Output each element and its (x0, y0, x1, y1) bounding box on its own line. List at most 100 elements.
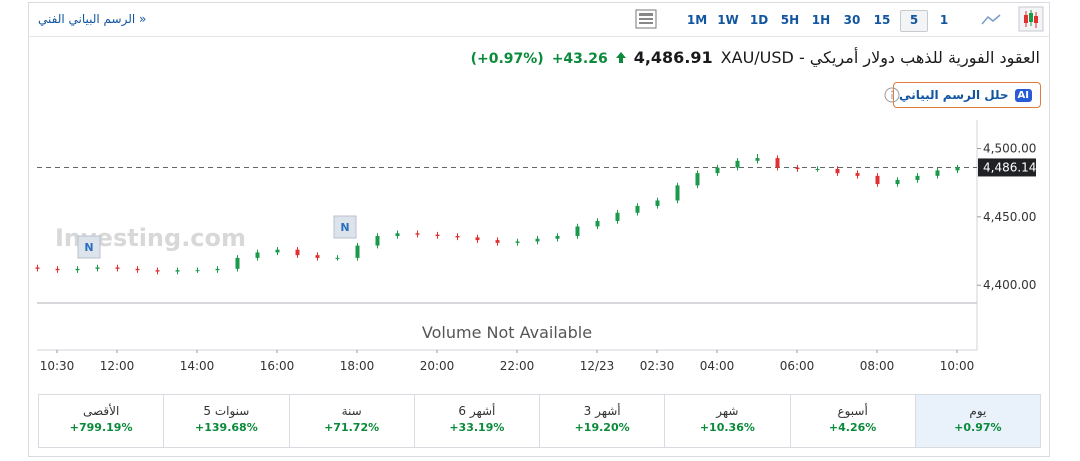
technical-chart-link[interactable]: الرسم البياني الفني » (38, 12, 147, 26)
x-tick-label: 22:00 (500, 359, 535, 373)
candle-body (935, 170, 940, 176)
candle-body (295, 249, 300, 256)
performance-cell[interactable]: سنة +71.72% (288, 395, 414, 447)
arrow-shape (615, 52, 626, 63)
icon-body (1024, 15, 1028, 23)
candle-body (255, 252, 260, 258)
candle-body (695, 173, 700, 186)
candle-body (715, 167, 720, 174)
ai-badge: AI (1014, 88, 1032, 102)
icon-body (1029, 13, 1033, 22)
info-icon[interactable] (884, 87, 900, 103)
x-tick-label: 18:00 (340, 359, 375, 373)
candle-body (615, 212, 620, 221)
x-tick-label: 12/23 (580, 359, 615, 373)
period-change: +19.20% (574, 421, 630, 434)
performance-cell[interactable]: يوم +0.97% (914, 395, 1040, 447)
period-label: سنة (341, 404, 362, 418)
x-tick-label: 20:00 (420, 359, 455, 373)
candle-body (375, 236, 380, 246)
period-change: +0.97% (954, 421, 1002, 434)
line-chart-icon[interactable] (980, 10, 1002, 28)
timeframe-button[interactable]: 5 (900, 10, 928, 32)
performance-cell[interactable]: 5 سنوات +139.68% (163, 395, 288, 447)
timeframe-button[interactable]: 1D (749, 13, 769, 27)
candle-body (235, 257, 240, 269)
period-label: 6 أشهر (458, 404, 496, 418)
candles (35, 153, 960, 275)
x-tick-label: 06:00 (780, 359, 815, 373)
candle-body (655, 200, 660, 206)
timeframe-button[interactable]: 15 (873, 13, 891, 27)
volume-note: Volume Not Available (422, 323, 592, 342)
candle-body (275, 249, 280, 253)
candle-body (315, 255, 320, 258)
candle-body (435, 234, 440, 237)
x-tick-label: 10:30 (40, 359, 75, 373)
candle-body (135, 268, 140, 271)
candle-body (415, 233, 420, 235)
news-marker (333, 215, 357, 239)
performance-cell[interactable]: أسبوع +4.26% (789, 395, 915, 447)
candle-body (635, 205, 640, 213)
icon-row (639, 22, 653, 24)
candle-chart-icon[interactable] (1018, 6, 1044, 32)
period-label: 5 سنوات (203, 404, 250, 418)
timeframe-button[interactable]: 1H (811, 13, 831, 27)
last-price: 4,486.91 (633, 48, 713, 67)
x-tick-label: 10:00 (940, 359, 975, 373)
candle-body (475, 237, 480, 241)
info-dot (891, 90, 893, 93)
candle-body (455, 236, 460, 238)
candle-body (755, 158, 760, 161)
candle-body (595, 220, 600, 227)
period-label: يوم (969, 404, 987, 418)
news-marker (77, 235, 101, 259)
timeframe-button[interactable]: 30 (843, 13, 861, 27)
icon-row (639, 18, 653, 20)
candle-body (535, 238, 540, 242)
period-label: شهر (716, 404, 739, 418)
timeframe-button[interactable]: 1M (686, 13, 708, 27)
performance-table: يوم +0.97% أسبوع +4.26% شهر +10.36% 3 أشهر +19.… (38, 394, 1041, 448)
icon-body (1034, 16, 1038, 23)
analyze-chart-button[interactable]: AI حلل الرسم البياني (893, 82, 1041, 108)
x-tick-label: 14:00 (180, 359, 215, 373)
candle-body (355, 245, 360, 258)
candle-body (335, 257, 340, 259)
candle-body (855, 173, 860, 176)
x-axis: 10:30 12:00 14:00 16:00 18:00 20:00 22:00 12/23… (40, 350, 975, 373)
performance-cell[interactable]: شهر +10.36% (664, 395, 789, 447)
period-change: +71.72% (324, 421, 380, 434)
candle-body (875, 175, 880, 185)
timeframe-button[interactable]: 1 (939, 13, 949, 27)
toolbar-divider (28, 36, 1050, 37)
candle-body (395, 233, 400, 237)
candle-body (495, 240, 500, 243)
news-marker-label: N (84, 241, 93, 254)
performance-cell[interactable]: 3 أشهر +19.20% (539, 395, 664, 447)
price-change: +43.26 (551, 51, 608, 67)
performance-cell[interactable]: 6 أشهر +33.19% (413, 395, 539, 447)
period-change: +4.26% (828, 421, 877, 434)
candle-body (555, 236, 560, 239)
candle-body (575, 226, 580, 237)
current-price-tag (978, 158, 1036, 177)
candle-body (675, 185, 680, 201)
icon-line (981, 14, 1001, 25)
y-tick-label: 4,400.00 (983, 278, 1036, 292)
info-circle (884, 87, 900, 103)
price-change-percent: (+0.97%) (470, 51, 544, 67)
widget-frame (28, 2, 1050, 457)
table-icon[interactable] (635, 9, 657, 29)
performance-cell[interactable]: الأقصى +799.19% (39, 395, 163, 447)
timeframe-button[interactable]: 1W (717, 13, 739, 27)
candle-body (215, 268, 220, 271)
candle-body (115, 267, 120, 269)
timeframe-button[interactable]: 5H (780, 13, 800, 27)
candle-body (155, 270, 160, 272)
candle-body (175, 270, 180, 272)
candle-body (815, 169, 820, 171)
